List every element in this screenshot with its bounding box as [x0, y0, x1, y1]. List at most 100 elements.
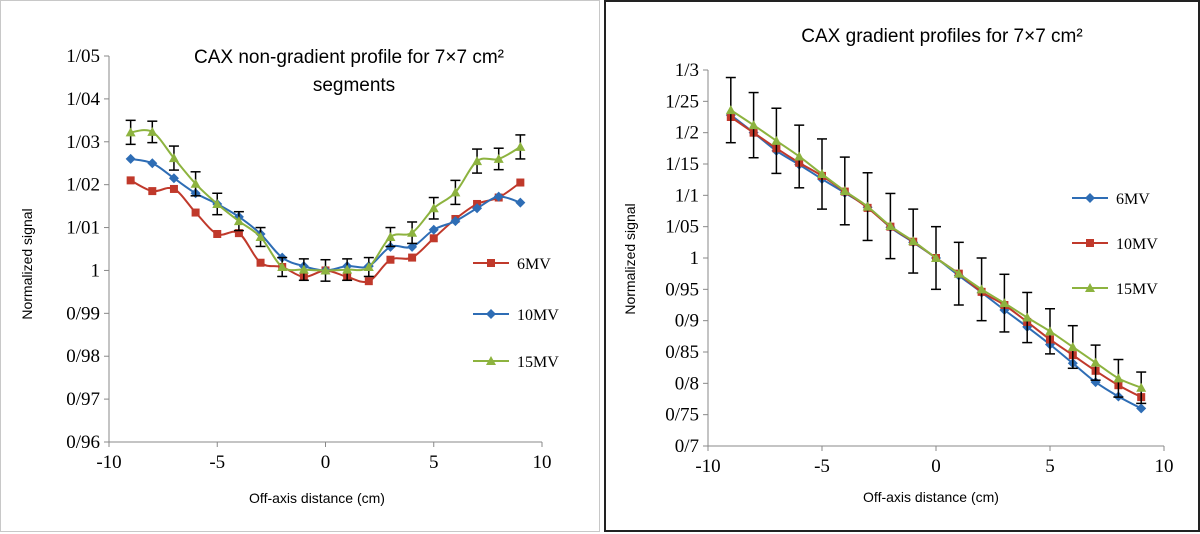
- legend-label-6mv: 6MV: [517, 256, 551, 273]
- data-point-15mv: [794, 151, 805, 161]
- y-tick-label: 0/97: [66, 389, 100, 410]
- data-point-6mv: [213, 229, 222, 238]
- series-line-15mv: [130, 129, 521, 272]
- y-tick-label: 0/96: [66, 432, 100, 453]
- data-point-6mv: [191, 208, 200, 217]
- data-point-6mv: [126, 176, 135, 185]
- data-point-15mv: [255, 231, 266, 241]
- data-point-15mv: [407, 227, 418, 237]
- data-point-15mv: [976, 284, 987, 294]
- chart-panel-non-gradient: CAX non-gradient profile for 7×7 cm² seg…: [0, 0, 600, 532]
- legend-marker-10mv: [486, 309, 496, 319]
- y-tick-label: 0/75: [665, 405, 699, 426]
- y-tick-label: 1/03: [66, 132, 100, 153]
- x-axis-title: Off-axis distance (cm): [863, 489, 999, 505]
- data-point-15mv: [147, 126, 158, 136]
- data-point-15mv: [168, 153, 179, 163]
- y-tick-label: 0/85: [665, 342, 699, 363]
- data-point-15mv: [320, 265, 331, 275]
- legend-label-10mv: 10MV: [1116, 236, 1158, 253]
- data-point-15mv: [125, 127, 136, 137]
- y-tick-label: 1: [91, 260, 101, 281]
- data-point-15mv: [748, 120, 759, 130]
- data-point-6mv: [408, 253, 417, 262]
- data-point-10mv: [515, 197, 526, 208]
- y-tick-label: 0/7: [675, 436, 699, 457]
- legend-label-6mv: 6MV: [1116, 191, 1150, 208]
- data-point-15mv: [298, 264, 309, 274]
- y-tick-label: 1: [690, 248, 700, 269]
- legend-label-15mv: 15MV: [1116, 281, 1158, 298]
- y-tick-label: 1/25: [665, 91, 699, 112]
- x-tick-label: -10: [695, 456, 720, 477]
- data-point-10mv: [168, 173, 179, 184]
- data-point-6mv: [516, 178, 525, 187]
- data-point-6mv: [386, 255, 395, 264]
- data-point-6mv: [169, 184, 178, 193]
- legend-marker-15mv: [1085, 283, 1095, 292]
- data-point-10mv: [147, 158, 158, 169]
- data-point-15mv: [515, 141, 526, 151]
- y-tick-label: 1/05: [665, 217, 699, 238]
- y-tick-label: 1/01: [66, 218, 100, 239]
- legend-marker-6mv: [487, 259, 495, 267]
- y-tick-label: 1/1: [675, 185, 699, 206]
- data-point-15mv: [342, 264, 353, 274]
- data-point-15mv: [493, 153, 504, 163]
- y-tick-label: 0/8: [675, 373, 699, 394]
- legend-marker-15mv: [486, 356, 496, 365]
- chart-gradient-svg: CAX gradient profiles for 7×7 cm² Off-ax…: [622, 26, 1174, 505]
- data-point-15mv: [277, 262, 288, 272]
- data-point-6mv: [148, 187, 157, 196]
- x-tick-label: 5: [1045, 456, 1055, 477]
- x-axis-title: Off-axis distance (cm): [249, 490, 385, 506]
- chart-title-line1: CAX non-gradient profile for 7×7 cm²: [194, 47, 504, 68]
- data-point-15mv: [212, 198, 223, 208]
- data-point-15mv: [999, 298, 1010, 308]
- x-tick-label: 0: [931, 456, 941, 477]
- chart-non-gradient-svg: CAX non-gradient profile for 7×7 cm² seg…: [19, 46, 559, 506]
- y-axis-title: Normalized signal: [19, 208, 35, 319]
- legend-label-10mv: 10MV: [517, 307, 559, 324]
- legend-marker-10mv: [1086, 239, 1094, 247]
- data-point-6mv: [429, 234, 438, 243]
- data-point-10mv: [428, 224, 439, 235]
- data-point-15mv: [363, 262, 374, 272]
- y-tick-label: 1/05: [66, 46, 100, 67]
- legend-label-15mv: 15MV: [517, 354, 559, 371]
- data-point-15mv: [472, 156, 483, 166]
- y-tick-label: 1/15: [665, 154, 699, 175]
- data-point-15mv: [817, 169, 827, 179]
- legend-marker-6mv: [1085, 193, 1095, 203]
- y-tick-label: 1/3: [675, 60, 699, 81]
- data-point-15mv: [771, 135, 782, 145]
- y-tick-label: 0/99: [66, 303, 100, 324]
- data-point-10mv: [493, 191, 504, 202]
- data-point-10mv: [472, 203, 483, 214]
- data-point-15mv: [931, 253, 941, 262]
- y-axis-title: Normalized signal: [622, 203, 638, 314]
- chart-panel-gradient: CAX gradient profiles for 7×7 cm² Off-ax…: [604, 0, 1200, 532]
- data-point-15mv: [1022, 312, 1033, 322]
- y-tick-label: 1/04: [66, 89, 100, 110]
- x-tick-label: -10: [96, 452, 121, 473]
- data-point-15mv: [428, 203, 439, 213]
- data-point-15mv: [839, 185, 850, 195]
- data-point-15mv: [450, 187, 461, 197]
- data-point-15mv: [885, 221, 896, 231]
- y-tick-label: 1/2: [675, 123, 699, 144]
- data-point-6mv: [364, 277, 373, 286]
- data-point-6mv: [256, 258, 265, 267]
- data-point-15mv: [1067, 341, 1078, 351]
- data-point-10mv: [125, 153, 136, 164]
- x-tick-label: 0: [321, 452, 331, 473]
- data-point-15mv: [862, 201, 873, 211]
- data-point-15mv: [725, 105, 736, 115]
- x-tick-label: 10: [1155, 456, 1174, 477]
- y-tick-label: 0/98: [66, 346, 100, 367]
- data-point-6mv: [1136, 403, 1147, 414]
- data-point-15mv: [1090, 357, 1101, 367]
- chart-title-line2: segments: [313, 75, 395, 96]
- x-tick-label: 5: [429, 452, 439, 473]
- y-tick-label: 0/9: [675, 311, 699, 332]
